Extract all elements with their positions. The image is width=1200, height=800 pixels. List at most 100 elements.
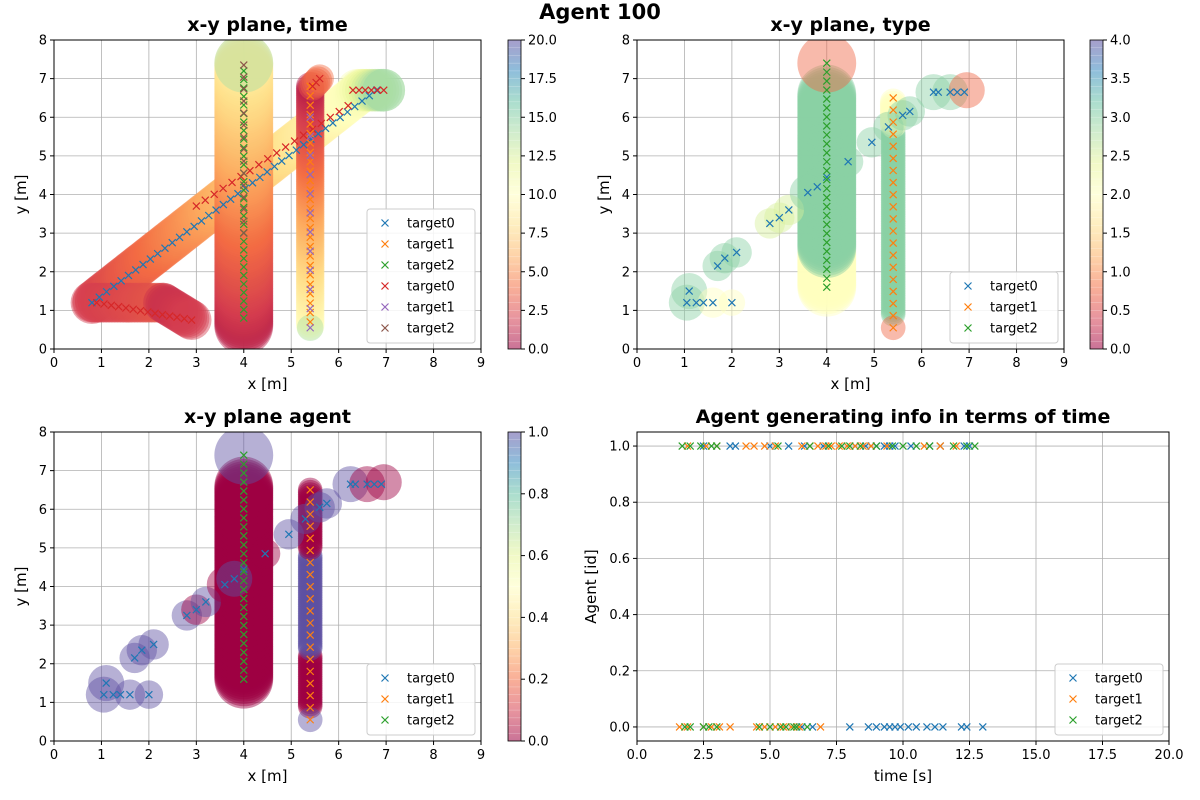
bubble bbox=[295, 174, 325, 203]
marker bbox=[306, 558, 315, 567]
bubble bbox=[214, 617, 274, 677]
bubble bbox=[158, 292, 199, 332]
marker bbox=[934, 88, 943, 97]
bubble bbox=[214, 607, 274, 667]
bubble bbox=[797, 40, 857, 93]
bubble bbox=[297, 631, 323, 657]
bubble bbox=[162, 294, 203, 335]
bubble bbox=[797, 207, 857, 267]
bubble bbox=[297, 601, 323, 626]
bubble bbox=[341, 68, 384, 112]
bubble bbox=[242, 146, 286, 189]
bubble bbox=[797, 163, 857, 223]
bubble bbox=[214, 638, 274, 697]
bubble bbox=[214, 43, 274, 102]
bubble bbox=[214, 154, 274, 214]
bubble bbox=[214, 145, 274, 205]
marker bbox=[898, 111, 907, 120]
bubble bbox=[214, 77, 274, 137]
bubble bbox=[297, 559, 323, 585]
marker bbox=[182, 227, 191, 236]
figure-suptitle: Agent 100 bbox=[539, 0, 661, 24]
bubble bbox=[214, 589, 274, 649]
marker bbox=[239, 203, 248, 212]
bubble bbox=[295, 309, 325, 338]
bubble bbox=[297, 512, 323, 538]
marker bbox=[784, 442, 793, 450]
marker bbox=[146, 255, 155, 263]
bubble bbox=[295, 244, 325, 273]
bubble bbox=[295, 169, 325, 199]
bubble bbox=[214, 273, 274, 332]
bubble bbox=[297, 580, 323, 606]
bubble bbox=[880, 136, 906, 162]
marker bbox=[803, 723, 812, 731]
marker bbox=[822, 220, 831, 229]
bubble bbox=[797, 122, 857, 182]
marker bbox=[261, 549, 270, 558]
bubble bbox=[297, 568, 323, 594]
x-tick-label: 5 bbox=[287, 356, 295, 371]
bubble bbox=[214, 545, 274, 604]
bubble bbox=[103, 282, 144, 323]
chart-title: x-y plane agent bbox=[184, 406, 351, 428]
bubble bbox=[295, 183, 325, 213]
bubble bbox=[295, 148, 325, 178]
marker bbox=[277, 157, 286, 165]
bubble bbox=[140, 282, 181, 323]
bubble bbox=[151, 288, 192, 328]
marker bbox=[308, 125, 317, 134]
marker bbox=[168, 238, 177, 247]
bubble bbox=[295, 193, 325, 222]
bubble bbox=[297, 635, 323, 661]
bubble bbox=[109, 250, 153, 294]
bubble bbox=[295, 234, 325, 264]
bubble bbox=[880, 159, 906, 185]
bubble bbox=[214, 201, 274, 260]
marker bbox=[322, 499, 331, 508]
legend-label: target2 bbox=[990, 322, 1038, 337]
bubble bbox=[214, 103, 274, 163]
marker bbox=[822, 121, 831, 130]
bubble bbox=[295, 83, 325, 113]
bubble bbox=[214, 296, 274, 349]
bubble bbox=[214, 538, 274, 597]
marker bbox=[891, 442, 899, 450]
marker bbox=[153, 249, 162, 258]
marker bbox=[683, 723, 692, 731]
bubble bbox=[214, 87, 274, 147]
bubble bbox=[214, 603, 274, 663]
colorbar-tick-label: 3.0 bbox=[1110, 111, 1131, 126]
bubble bbox=[214, 621, 274, 681]
bubble bbox=[880, 264, 906, 290]
marker bbox=[173, 313, 181, 322]
x-tick-label: 2 bbox=[145, 748, 153, 763]
bubble bbox=[880, 285, 906, 311]
bubble bbox=[295, 283, 325, 313]
bubble bbox=[297, 493, 323, 519]
bubble bbox=[297, 648, 323, 673]
bubble bbox=[297, 554, 323, 580]
bubble bbox=[214, 115, 274, 174]
bubble bbox=[281, 115, 325, 159]
colorbar-tick-label: 2.0 bbox=[1110, 188, 1131, 203]
marker bbox=[306, 189, 315, 198]
legend-marker bbox=[964, 324, 972, 332]
bubble bbox=[880, 269, 906, 294]
bubble bbox=[214, 259, 274, 319]
x-tick-label: 8 bbox=[429, 356, 437, 371]
marker bbox=[239, 675, 248, 684]
bubble bbox=[297, 594, 323, 619]
marker bbox=[239, 177, 248, 186]
bubble bbox=[207, 173, 251, 217]
x-tick-label: 0.0 bbox=[627, 748, 648, 763]
marker bbox=[715, 723, 724, 731]
marker bbox=[822, 265, 831, 274]
chart-timeline: 0.0 2.5 5.0 7.5 10.0 12.5 15.0 17.5 20.0 0.0 0.2 0.… bbox=[582, 406, 1183, 785]
marker bbox=[306, 132, 315, 141]
marker bbox=[889, 287, 898, 296]
x-tick-label: 3 bbox=[192, 748, 200, 763]
legend-marker bbox=[1069, 674, 1077, 682]
marker bbox=[953, 88, 962, 97]
bubble bbox=[797, 145, 857, 205]
